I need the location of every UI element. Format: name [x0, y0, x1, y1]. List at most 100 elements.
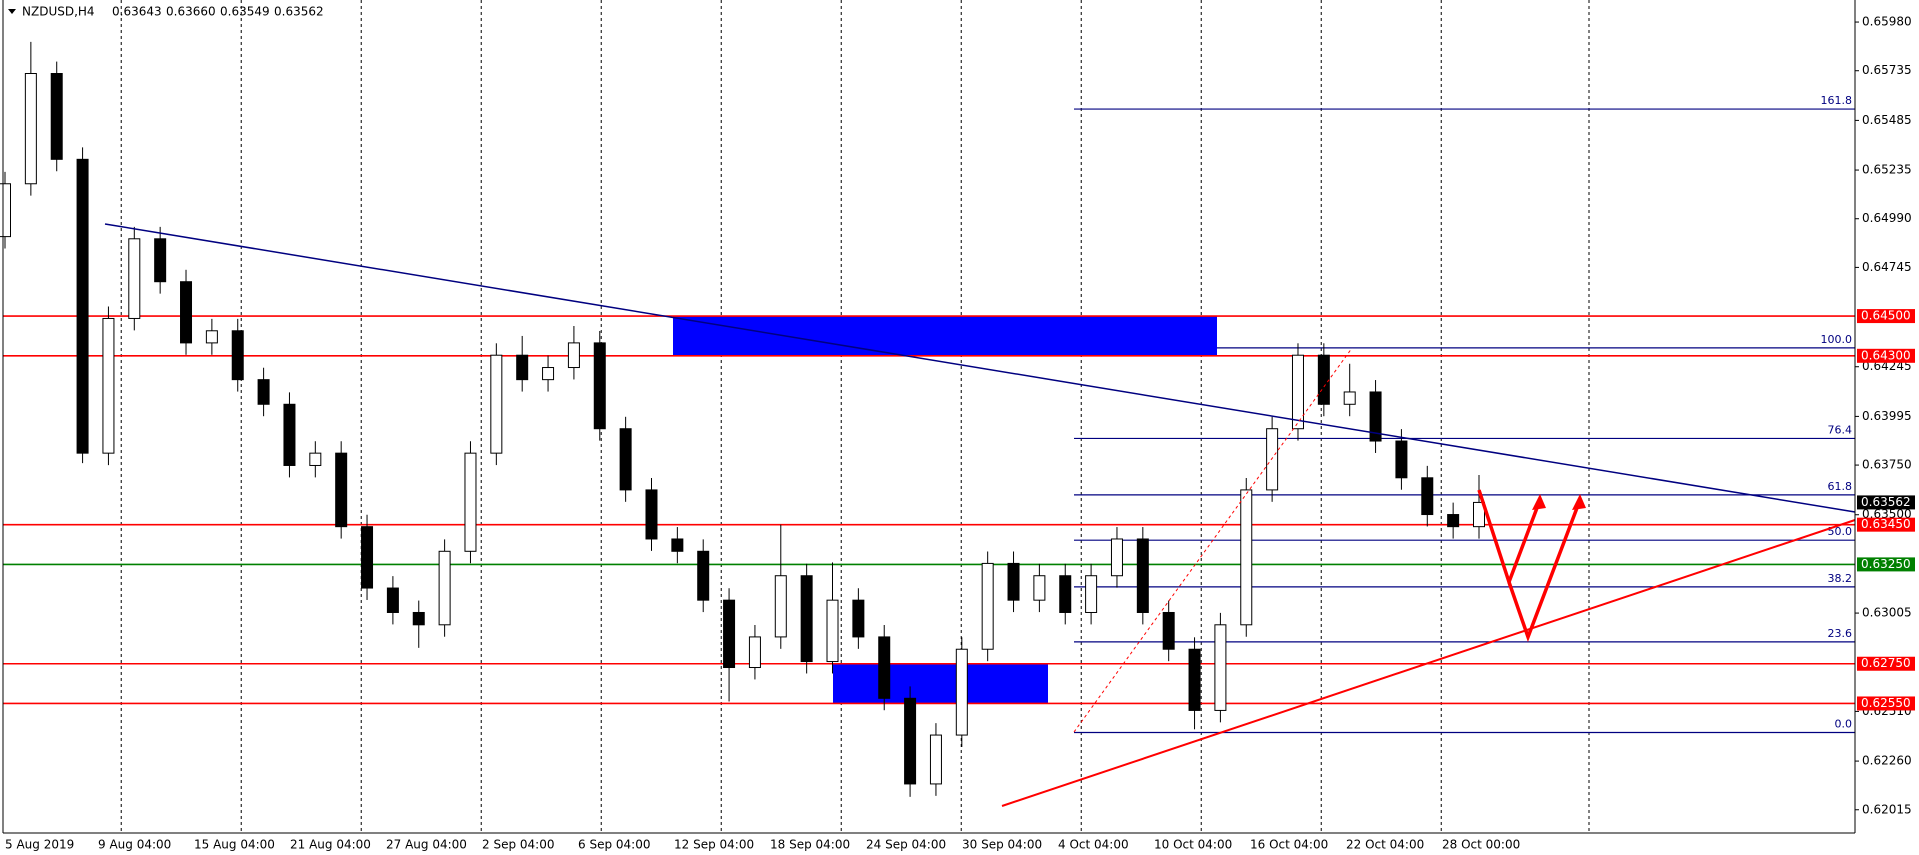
header-quote: 0.63562	[274, 5, 324, 19]
fib-label: 76.4	[1828, 423, 1853, 436]
candle-body	[1369, 391, 1382, 442]
header-quote: 0.63549	[220, 5, 270, 19]
candle-body	[1033, 575, 1046, 601]
chart-title: NZDUSD,H4	[22, 5, 95, 19]
price-level-tag	[1857, 309, 1915, 324]
candle-body	[1214, 624, 1227, 711]
y-tick-label: 0.62260	[1862, 754, 1912, 768]
candle-body	[1447, 514, 1460, 528]
y-tick-label: 0.62015	[1862, 802, 1912, 816]
candle-body	[386, 587, 399, 613]
candle-body	[490, 354, 503, 454]
price-level-tag	[1857, 348, 1915, 363]
candle-body	[361, 526, 374, 589]
candle-body	[1395, 440, 1408, 479]
candle-body	[0, 183, 11, 238]
x-tick-label: 15 Aug 04:00	[194, 838, 275, 852]
candle-body	[826, 599, 839, 663]
y-tick-label: 0.63750	[1862, 458, 1912, 472]
candle-body	[567, 342, 580, 369]
candle-body	[205, 330, 218, 344]
candle-body	[1343, 391, 1356, 405]
candle-body	[852, 599, 865, 638]
y-tick-label: 0.65485	[1862, 113, 1912, 127]
candle-body	[723, 599, 736, 669]
trend-line	[1001, 519, 1856, 807]
y-tick-label: 0.65980	[1862, 15, 1912, 29]
fibonacci: 161.8 100.0 76.4 61.8 50.0 38.2 23.6 0.0	[1074, 94, 1855, 734]
candle-body	[929, 734, 942, 785]
candle-body	[180, 281, 193, 344]
candles	[0, 41, 1485, 797]
trend-line	[104, 223, 1856, 513]
fib-label: 61.8	[1828, 480, 1853, 493]
candle-body	[1473, 501, 1485, 528]
candle-body	[464, 452, 477, 552]
candle-body	[1421, 477, 1434, 516]
candle-body	[645, 489, 658, 540]
current-price-tag	[1857, 495, 1915, 510]
y-tick-label: 0.65235	[1862, 163, 1912, 177]
candle-body	[309, 452, 322, 466]
x-tick-label: 4 Oct 04:00	[1058, 838, 1129, 852]
current-price-label: 0.63562	[1861, 495, 1911, 509]
candle-body	[981, 562, 994, 650]
candle-body	[1162, 611, 1175, 650]
candle-body	[1059, 575, 1072, 613]
axis-labels: 5 Aug 2019 9 Aug 04:00 15 Aug 04:00 21 Aug …	[5, 15, 1915, 852]
price-level-label: 0.62750	[1861, 656, 1911, 670]
candle-body	[697, 550, 710, 601]
price-level-tag	[1857, 656, 1915, 671]
menu-arrow	[8, 9, 16, 14]
fib-label: 0.0	[1835, 717, 1853, 730]
x-tick-label: 5 Aug 2019	[5, 838, 74, 852]
fib-label: 100.0	[1821, 333, 1853, 346]
x-tick-label: 22 Oct 04:00	[1346, 838, 1424, 852]
header-quote: 0.63660	[166, 5, 216, 19]
projection-arrow	[1507, 499, 1582, 643]
demand-zone	[833, 663, 1048, 704]
candle-body	[542, 367, 555, 381]
candle-body	[24, 73, 37, 185]
y-tick-label: 0.63005	[1862, 606, 1912, 620]
x-tick-label: 30 Sep 04:00	[962, 838, 1042, 852]
candle-body	[516, 354, 529, 381]
arrow-head	[1532, 494, 1546, 510]
candle-body	[283, 403, 296, 466]
arrow-head	[1572, 494, 1586, 510]
x-tick-label: 18 Sep 04:00	[770, 838, 850, 852]
price-level-tag	[1857, 557, 1915, 572]
candle-body	[76, 158, 89, 454]
candle-body	[619, 428, 632, 491]
fib-label: 23.6	[1828, 627, 1853, 640]
x-tick-label: 24 Sep 04:00	[866, 838, 946, 852]
levels	[3, 315, 1855, 705]
candle-body	[335, 452, 348, 528]
x-tick-label: 2 Sep 04:00	[482, 838, 554, 852]
candle-body	[904, 697, 917, 785]
candle-body	[412, 611, 425, 626]
header-quote: 0.63643	[112, 5, 162, 19]
price-level-label: 0.63450	[1861, 517, 1911, 531]
x-tick-label: 27 Aug 04:00	[386, 838, 467, 852]
candle-body	[1266, 428, 1279, 491]
candle-body	[878, 636, 891, 699]
x-tick-label: 28 Oct 00:00	[1442, 838, 1520, 852]
x-tick-label: 9 Aug 04:00	[98, 838, 171, 852]
candle-body	[257, 379, 270, 405]
candle-body	[128, 238, 141, 319]
fib-base-line	[1073, 347, 1353, 733]
zones	[673, 316, 1217, 704]
price-level-label: 0.64300	[1861, 348, 1911, 362]
x-tick-label: 21 Aug 04:00	[290, 838, 371, 852]
candle-body	[593, 342, 606, 430]
candle-body	[748, 636, 761, 669]
candle-body	[1110, 538, 1123, 577]
x-tick-label: 10 Oct 04:00	[1154, 838, 1232, 852]
candle-body	[1007, 562, 1020, 601]
y-tick-label: 0.64745	[1862, 260, 1912, 274]
fib-label: 38.2	[1828, 572, 1853, 585]
candle-body	[1291, 354, 1304, 430]
candle-body	[800, 575, 813, 663]
